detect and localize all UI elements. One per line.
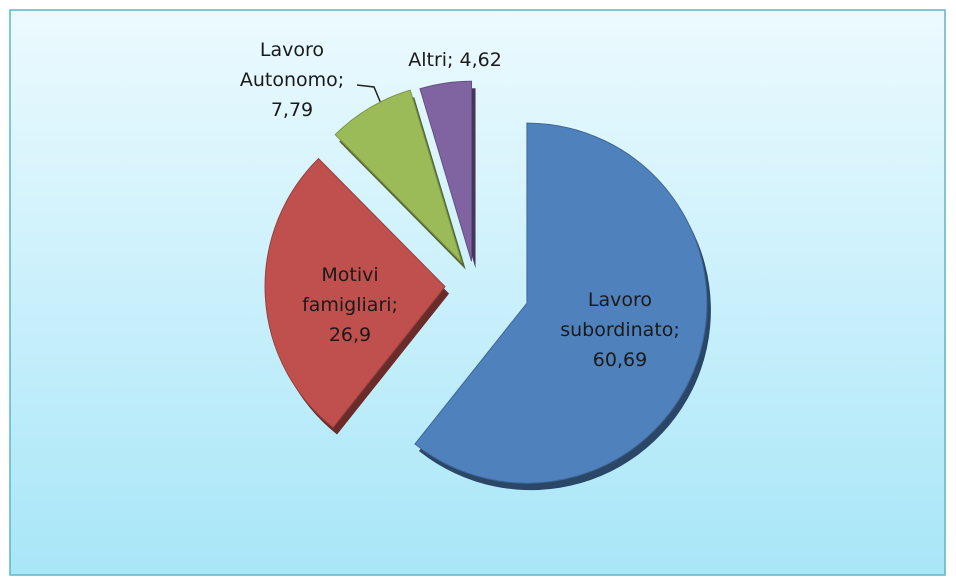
slice [264, 157, 446, 429]
slice [419, 80, 473, 262]
leader-line [356, 84, 383, 107]
data-label: Lavoro Autonomo; 7,79 [239, 39, 345, 121]
data-label: Altri; 4,62 [408, 49, 502, 71]
slices [264, 80, 711, 491]
slice [414, 122, 708, 484]
data-label: Lavoro subordinato; 60,69 [560, 289, 680, 371]
data-label: Motivi famigliari; 26,9 [302, 264, 398, 346]
plot-background [9, 9, 946, 576]
slice [334, 89, 463, 263]
